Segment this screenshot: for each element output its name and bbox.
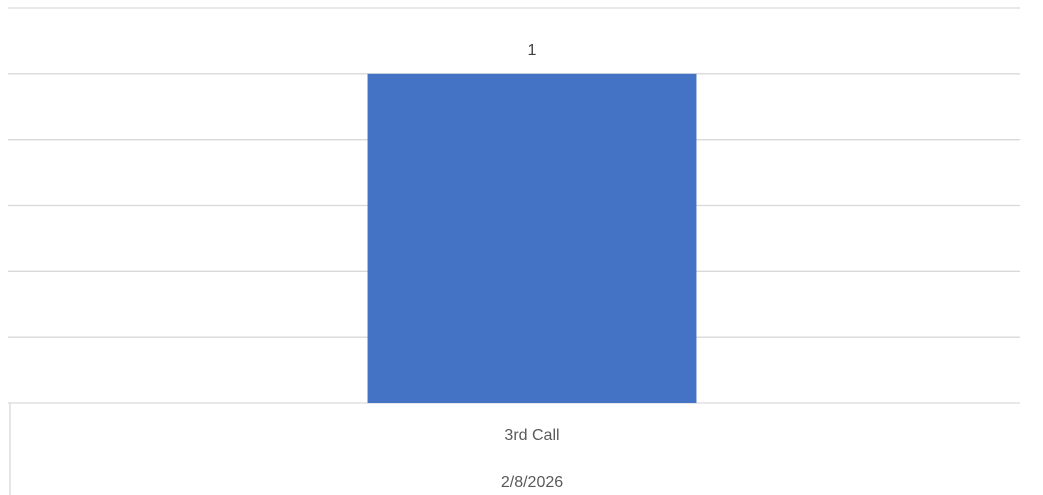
data-label: 1 [528,42,537,59]
x-tick-label: 3rd Call [504,427,559,444]
x-group-label: 2/8/2026 [501,474,563,491]
bar [367,73,697,403]
